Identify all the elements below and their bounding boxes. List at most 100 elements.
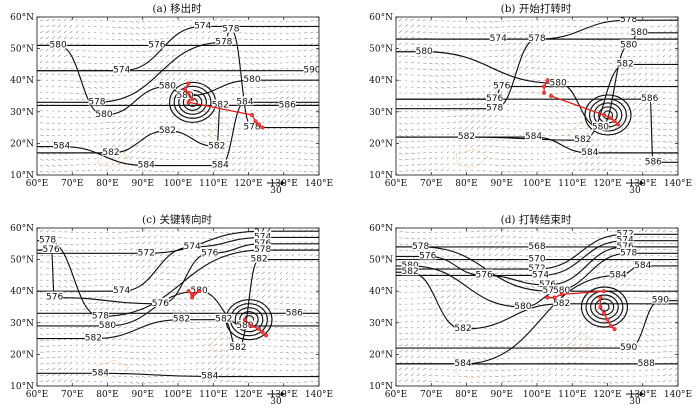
x-tick-label: 140°E (664, 390, 692, 400)
contour-label: 574 (113, 286, 130, 296)
track-point (257, 327, 262, 332)
vortex-track (545, 289, 617, 332)
contour-line (396, 240, 678, 276)
contour-label: 584 (609, 270, 626, 280)
contour-label: 568 (528, 242, 545, 252)
y-tick-label: 10°N (369, 171, 393, 181)
contour-label: 584 (201, 372, 218, 382)
contour-label: 582 (173, 315, 190, 325)
x-tick-label: 70°E (420, 179, 443, 189)
secondary-contours (96, 121, 233, 168)
x-axis: 60°E 70°E 80°E 90°E 100°E 110°E 120°E 130°E 140°… (385, 228, 692, 400)
track-point (242, 317, 247, 322)
y-axis: 10°N 20°N 30°N 40°N 50°N 60°N (10, 13, 319, 181)
contour-label: 582 (85, 334, 102, 344)
x-tick-label: 70°E (61, 179, 84, 189)
panel-b-title: (b) 开始打转时 (501, 2, 572, 15)
y-tick-label: 20°N (369, 139, 393, 149)
contour-label: 584 (634, 261, 651, 271)
contour-label: 584 (138, 161, 155, 171)
x-tick-label: 90°E (131, 390, 154, 400)
x-tick-label: 70°E (61, 390, 84, 400)
track-point (190, 295, 195, 300)
contour-label: 582 (229, 343, 246, 353)
vortex-track (183, 81, 265, 130)
x-tick-label: 80°E (455, 390, 478, 400)
contour-label: 582 (454, 324, 471, 334)
x-tick-label: 90°E (131, 179, 154, 189)
contour-label: 576 (476, 270, 493, 280)
track-point (250, 112, 255, 117)
y-tick-label: 20°N (10, 139, 34, 149)
contour-label: 580 (620, 40, 637, 50)
x-tick-label: 110°E (558, 179, 586, 189)
y-axis: 10°N 20°N 30°N 40°N 50°N 60°N (369, 13, 678, 181)
contour-label: 582 (553, 299, 570, 309)
y-tick-label: 30°N (10, 319, 34, 329)
track-point (601, 289, 606, 294)
x-tick-label: 100°E (523, 179, 551, 189)
contour-label: 572 (617, 229, 634, 239)
low-contour (585, 290, 624, 324)
contour-label: 576 (419, 251, 436, 261)
contour-label: 574 (490, 34, 507, 44)
y-tick-label: 30°N (369, 319, 393, 329)
contour-label: 576 (152, 299, 169, 309)
track-point (183, 87, 188, 92)
x-tick-label: 70°E (420, 390, 443, 400)
x-tick-label: 110°E (558, 390, 586, 400)
x-tick-label: 90°E (490, 179, 513, 189)
track-point (601, 112, 606, 117)
contour-label: 574 (184, 242, 201, 252)
contour-label: 578 (39, 236, 56, 246)
y-tick-label: 50°N (10, 45, 34, 55)
contour-line (37, 236, 319, 292)
track-point (605, 317, 610, 322)
contour-line (37, 372, 319, 378)
track-point (253, 119, 258, 124)
low-contour (173, 85, 212, 119)
y-tick-label: 60°N (369, 13, 393, 23)
x-tick-label: 140°E (305, 179, 333, 189)
contour-label: 576 (254, 239, 271, 249)
vortex-track (542, 78, 621, 127)
track-point (197, 289, 202, 294)
contour-label: 578 (222, 25, 239, 35)
contour-label: 580 (514, 302, 531, 312)
contour-label: 578 (215, 37, 232, 47)
track-point (545, 78, 550, 83)
contour-label: 580 (176, 91, 193, 101)
track-point (609, 323, 614, 328)
contour-label: 576 (486, 94, 503, 104)
contour-label: 578 (92, 311, 109, 321)
plot-frame (36, 227, 320, 387)
track-point (598, 304, 603, 309)
contour-labels: 5725745765785785765805825685705725745765… (402, 228, 669, 369)
contour-label: 578 (543, 286, 560, 296)
track-point (186, 289, 191, 294)
contour-label: 580 (592, 123, 609, 133)
contour-label: 582 (159, 126, 176, 136)
track-point (260, 330, 265, 335)
x-tick-label: 120°E (593, 390, 621, 400)
track-point (552, 295, 557, 300)
panel-d: (d) 打转结束时 572574576578578576580582568570… (369, 213, 692, 407)
contour-label: 582 (212, 100, 229, 110)
contour-label: 580 (236, 321, 253, 331)
reference-vector-label: 30 (270, 397, 282, 407)
contour-label: 574 (254, 232, 271, 242)
contour-label: 590 (652, 296, 669, 306)
contour-label: 590 (303, 66, 320, 76)
contour-label: 582 (215, 315, 232, 325)
track-point (559, 292, 564, 297)
y-tick-label: 50°N (10, 256, 34, 266)
x-axis: 60°E 70°E 80°E 90°E 100°E 110°E 120°E 130°E 140°… (26, 228, 333, 400)
x-tick-label: 130°E (270, 179, 298, 189)
y-tick-label: 60°N (10, 224, 34, 234)
reference-vector: 30 (626, 180, 644, 196)
contour-label: 576 (43, 245, 60, 255)
